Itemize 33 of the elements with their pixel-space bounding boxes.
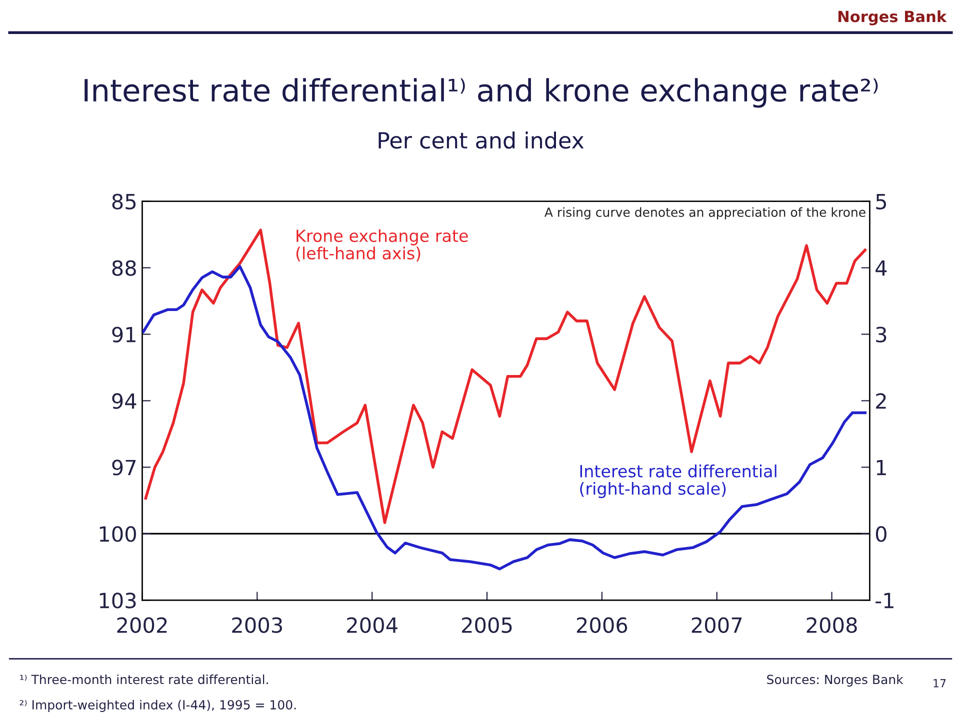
chart-title: Interest rate differential¹⁾ and krone exchange rate²⁾ [84, 78, 878, 108]
x-tick-label: 2008 [806, 617, 857, 633]
y2-tick-label: 3 [876, 326, 886, 342]
y2-tick-label: 2 [876, 393, 886, 409]
y2-tick-label: 1 [876, 460, 886, 476]
x-tick-label: 2003 [232, 617, 282, 633]
y-tick-label: 85 [112, 194, 136, 210]
y-tick-label: 100 [100, 526, 136, 542]
x-tick-label: 2007 [692, 617, 742, 633]
text: Norges Bank [838, 10, 947, 26]
y2-tick-label: 4 [876, 260, 887, 276]
source-note: Sources: Norges Bank [767, 674, 904, 687]
y-tick-label: 97 [112, 460, 136, 476]
line-series [144, 228, 866, 524]
chart-subtitle: Per cent and index [378, 132, 584, 149]
x-tick-label: 2005 [462, 617, 512, 633]
text: 17 [934, 679, 946, 688]
y2-tick-label: -1 [876, 592, 894, 608]
x-tick-label: 2004 [347, 617, 398, 633]
y2-tick-label: 0 [876, 526, 886, 542]
x-tick-label: 2006 [576, 617, 628, 633]
y-tick-label: 94 [112, 393, 136, 409]
x-tick-label: 2002 [117, 617, 167, 633]
y-tick-label: 103 [100, 592, 136, 608]
y-tick-label: 88 [112, 260, 136, 276]
y2-tick-label: 5 [876, 194, 886, 210]
series-label: Interest rate differential (right-hand scale) [580, 464, 776, 498]
text: ²⁾ Import-weighted index (I-44), 1995 = 100. [20, 700, 296, 712]
series-label: Krone exchange rate (left-hand axis) [296, 229, 468, 262]
y-tick-label: 91 [112, 326, 136, 342]
line-series [142, 265, 866, 570]
text: ¹⁾ Three-month interest rate differential. [20, 674, 268, 684]
annotation: A rising curve denotes an appreciation of the krone [544, 207, 866, 220]
